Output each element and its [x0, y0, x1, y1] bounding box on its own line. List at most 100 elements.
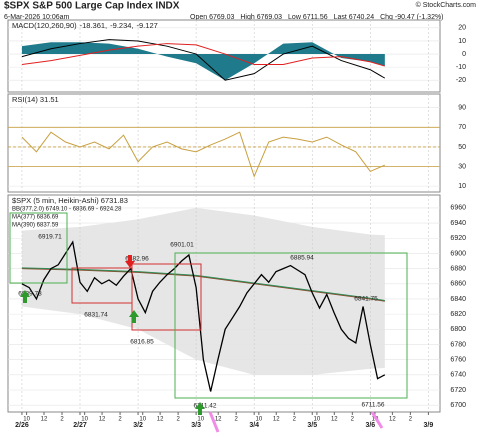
y-tick-label: 6820 [450, 311, 466, 318]
box [174, 252, 408, 399]
x-tick-label: 10 [23, 417, 30, 423]
y-tick-label: 6700 [450, 402, 466, 409]
series-line [21, 268, 385, 302]
quote: Open 6769.03 High 6769.03 Low 6711.56 Last … [190, 14, 444, 21]
panels: 20 10 0 -10 -20 MACD(120,260,90) -18.361, -9.23… [7, 19, 466, 429]
x-tick-label: 12 [41, 417, 48, 423]
pointer [208, 411, 220, 433]
price-annotation: 6816.85 [130, 339, 154, 346]
y-tick-label: 6900 [450, 250, 466, 257]
box [131, 263, 202, 331]
price-annotation: 6831.74 [84, 312, 108, 319]
y-tick-label: 20 [458, 25, 466, 32]
x-tick-label: 2 [409, 417, 413, 423]
series-line [21, 267, 385, 301]
x-tick-label: 2/26 [15, 422, 29, 429]
panel-label: -18.361, [80, 21, 108, 30]
x-tick-label: 3/9 [424, 422, 434, 429]
x-tick-label: 12 [389, 417, 396, 423]
chart-title: $SPX S&P 500 Large Cap Index INDX [4, 1, 180, 12]
y-tick-label: 90 [458, 105, 466, 112]
price-annotation: 6901.01 [170, 242, 194, 249]
y-tick-label: 50 [458, 144, 466, 151]
arrow-up [195, 402, 205, 415]
y-tick-label: -20 [456, 77, 466, 84]
x-tick-label: 10 [81, 417, 88, 423]
y-tick-label: 6860 [450, 281, 466, 288]
x-tick-label: 2 [176, 417, 180, 423]
quote-item: Chg -90.47 (-1.32%) [380, 14, 443, 21]
x-tick-label: 12 [215, 417, 222, 423]
y-tick-label: 6920 [450, 235, 466, 242]
x-tick-label: 10 [139, 417, 146, 423]
x-tick-label: 3/5 [307, 422, 317, 429]
x-tick-label: 12 [157, 417, 164, 423]
price-annotation: 6711.56 [361, 402, 384, 409]
x-tick-label: 12 [273, 417, 280, 423]
panel-label: -9.127 [137, 21, 158, 30]
panel-label: RSI(14) 31.51 [12, 95, 59, 104]
price-annotation: 6841.75 [354, 296, 378, 303]
arrow-down [125, 255, 135, 268]
x-tick-label: 3/4 [249, 422, 259, 429]
y-tick-label: 30 [458, 163, 466, 170]
x-tick-label: 2 [60, 417, 64, 423]
y-tick-label: 6740 [450, 372, 466, 379]
y-tick-label: -10 [456, 64, 466, 71]
x-tick-label: 2 [235, 417, 239, 423]
x-tick-label: 3/2 [133, 422, 143, 429]
source: © StockCharts.com [416, 1, 477, 9]
y-tick-label: 6940 [450, 220, 466, 227]
x-tick-label: 3/6 [365, 422, 375, 429]
panel-label: -9.234, [110, 21, 133, 30]
panel [7, 93, 441, 193]
y-tick-label: 10 [458, 38, 466, 45]
box [9, 212, 68, 284]
x-tick-label: 2 [118, 417, 122, 423]
quote-item: Last 6740.24 [334, 14, 375, 21]
x-tick-label: 3/3 [191, 422, 201, 429]
x-tick-label: 2 [351, 417, 355, 423]
x-tick-label: 2/27 [73, 422, 87, 429]
price-annotation: 6711.42 [193, 403, 216, 410]
pointer [370, 411, 384, 429]
price-annotation: 6839.73 [18, 291, 42, 298]
arrow-up [129, 310, 139, 323]
y-tick-label: 6880 [450, 265, 466, 272]
date: 6-Mar-2026 10:06am [4, 14, 70, 21]
series-line [21, 39, 386, 81]
y-tick-label: 0 [462, 51, 466, 58]
y-tick-label: 6840 [450, 296, 466, 303]
bollinger-band [21, 207, 385, 375]
quote-item: High 6769.03 [240, 14, 282, 21]
y-tick-label: 70 [458, 124, 466, 131]
x-tick-label: 12 [99, 417, 106, 423]
panel-label: BB(377,2.0) 6749.10 - 6836.69 - 6924.28 [12, 207, 122, 213]
series-line [21, 240, 386, 392]
y-tick-label: 10 [458, 183, 466, 190]
series-line [21, 43, 385, 67]
y-tick-label: 6760 [450, 356, 466, 363]
y-tick-label: 6800 [450, 326, 466, 333]
y-tick-label: 6720 [450, 387, 466, 394]
quote-item: Open 6769.03 [190, 14, 234, 21]
y-tick-label: 6960 [450, 205, 466, 212]
price-annotation: 6885.94 [290, 255, 314, 262]
x-tick-label: 2 [293, 417, 297, 423]
panel-label: MA(390) 6837.59 [12, 223, 59, 229]
panel-label: MA(377) 6836.69 [12, 215, 59, 221]
quote-item: Low 6711.56 [288, 14, 328, 21]
x-tick-label: 10 [197, 417, 204, 423]
panel-label: $SPX (5 min, Heikin-Ashi) 6731.83 [12, 196, 128, 205]
price-annotation: 6919.71 [38, 234, 62, 241]
panel-label: MACD(120,260,90) [12, 21, 77, 30]
pattern-boxes [9, 212, 408, 433]
y-tick-label: 6780 [450, 341, 466, 348]
arrow-up [20, 290, 30, 303]
series-line [21, 131, 386, 178]
x-tick-label: 10 [314, 417, 321, 423]
x-tick-label: 12 [331, 417, 338, 423]
price-annotation: 6882.96 [125, 256, 149, 263]
x-tick-label: 10 [255, 417, 262, 423]
